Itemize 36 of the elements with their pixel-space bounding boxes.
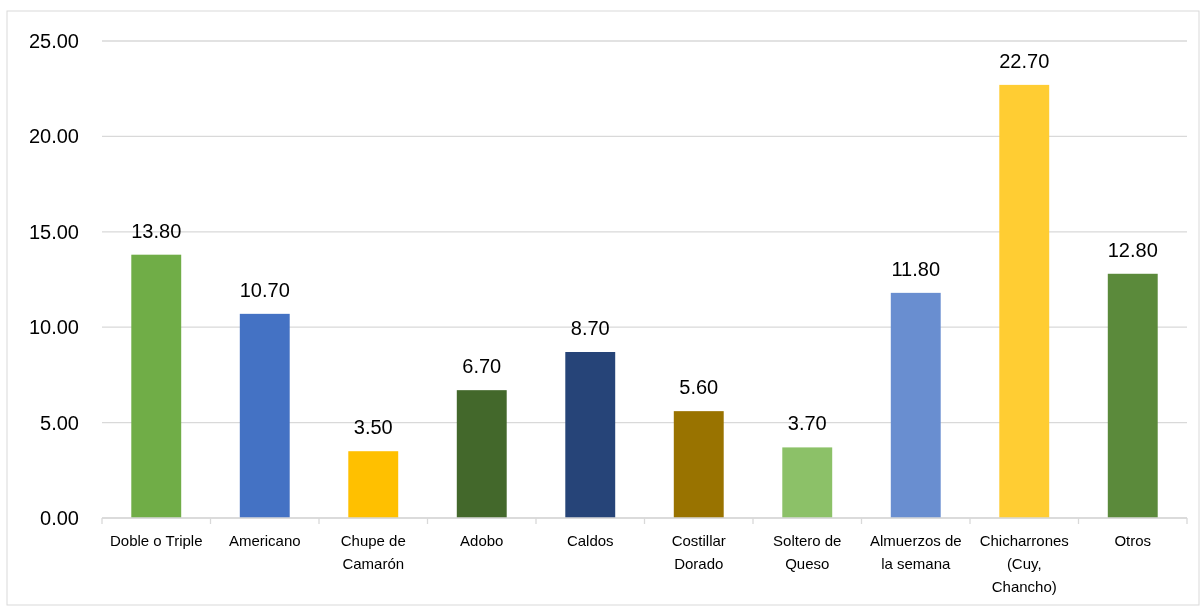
x-tick-label: Caldos	[566, 532, 614, 549]
y-tick-label: 25.00	[28, 29, 79, 52]
x-tick-label: Chicharrones (Cuy, Chancho)	[979, 532, 1069, 595]
x-tick-label: Almuerzos de la semana	[869, 532, 962, 572]
bar	[782, 447, 833, 518]
x-tick-label: Costillar Dorado	[671, 532, 726, 572]
y-tick-label: 5.00	[40, 411, 79, 434]
data-label: 10.70	[239, 278, 290, 301]
x-tick-label: Americano	[228, 532, 301, 549]
bar	[131, 254, 182, 518]
bar	[673, 411, 724, 518]
bar	[1107, 273, 1158, 518]
bar	[348, 451, 399, 518]
x-tick-label: Otros	[1114, 532, 1152, 549]
y-tick-label: 0.00	[40, 506, 79, 529]
x-tick-label: Adobo	[460, 532, 504, 549]
y-tick-label: 20.00	[28, 125, 79, 148]
y-tick-label: 10.00	[28, 316, 79, 339]
x-tick-label: Chupe de Camarón	[340, 532, 406, 572]
data-label: 5.60	[679, 376, 719, 399]
x-tick-label: Doble o Triple	[109, 532, 203, 549]
y-tick-label: 15.00	[28, 220, 79, 243]
bar	[565, 352, 616, 518]
data-label: 6.70	[462, 355, 502, 378]
data-label: 8.70	[570, 317, 610, 339]
data-label: 13.80	[131, 219, 182, 242]
bar	[890, 292, 941, 518]
bar	[456, 390, 507, 518]
data-label: 11.80	[891, 257, 941, 280]
data-label: 3.70	[787, 412, 827, 435]
data-label: 12.80	[1107, 238, 1158, 261]
bar	[999, 84, 1050, 518]
data-label: 22.70	[999, 49, 1050, 72]
bar	[239, 313, 290, 518]
x-tick-label: Soltero de Queso	[773, 532, 842, 572]
data-label: 3.50	[353, 416, 393, 439]
